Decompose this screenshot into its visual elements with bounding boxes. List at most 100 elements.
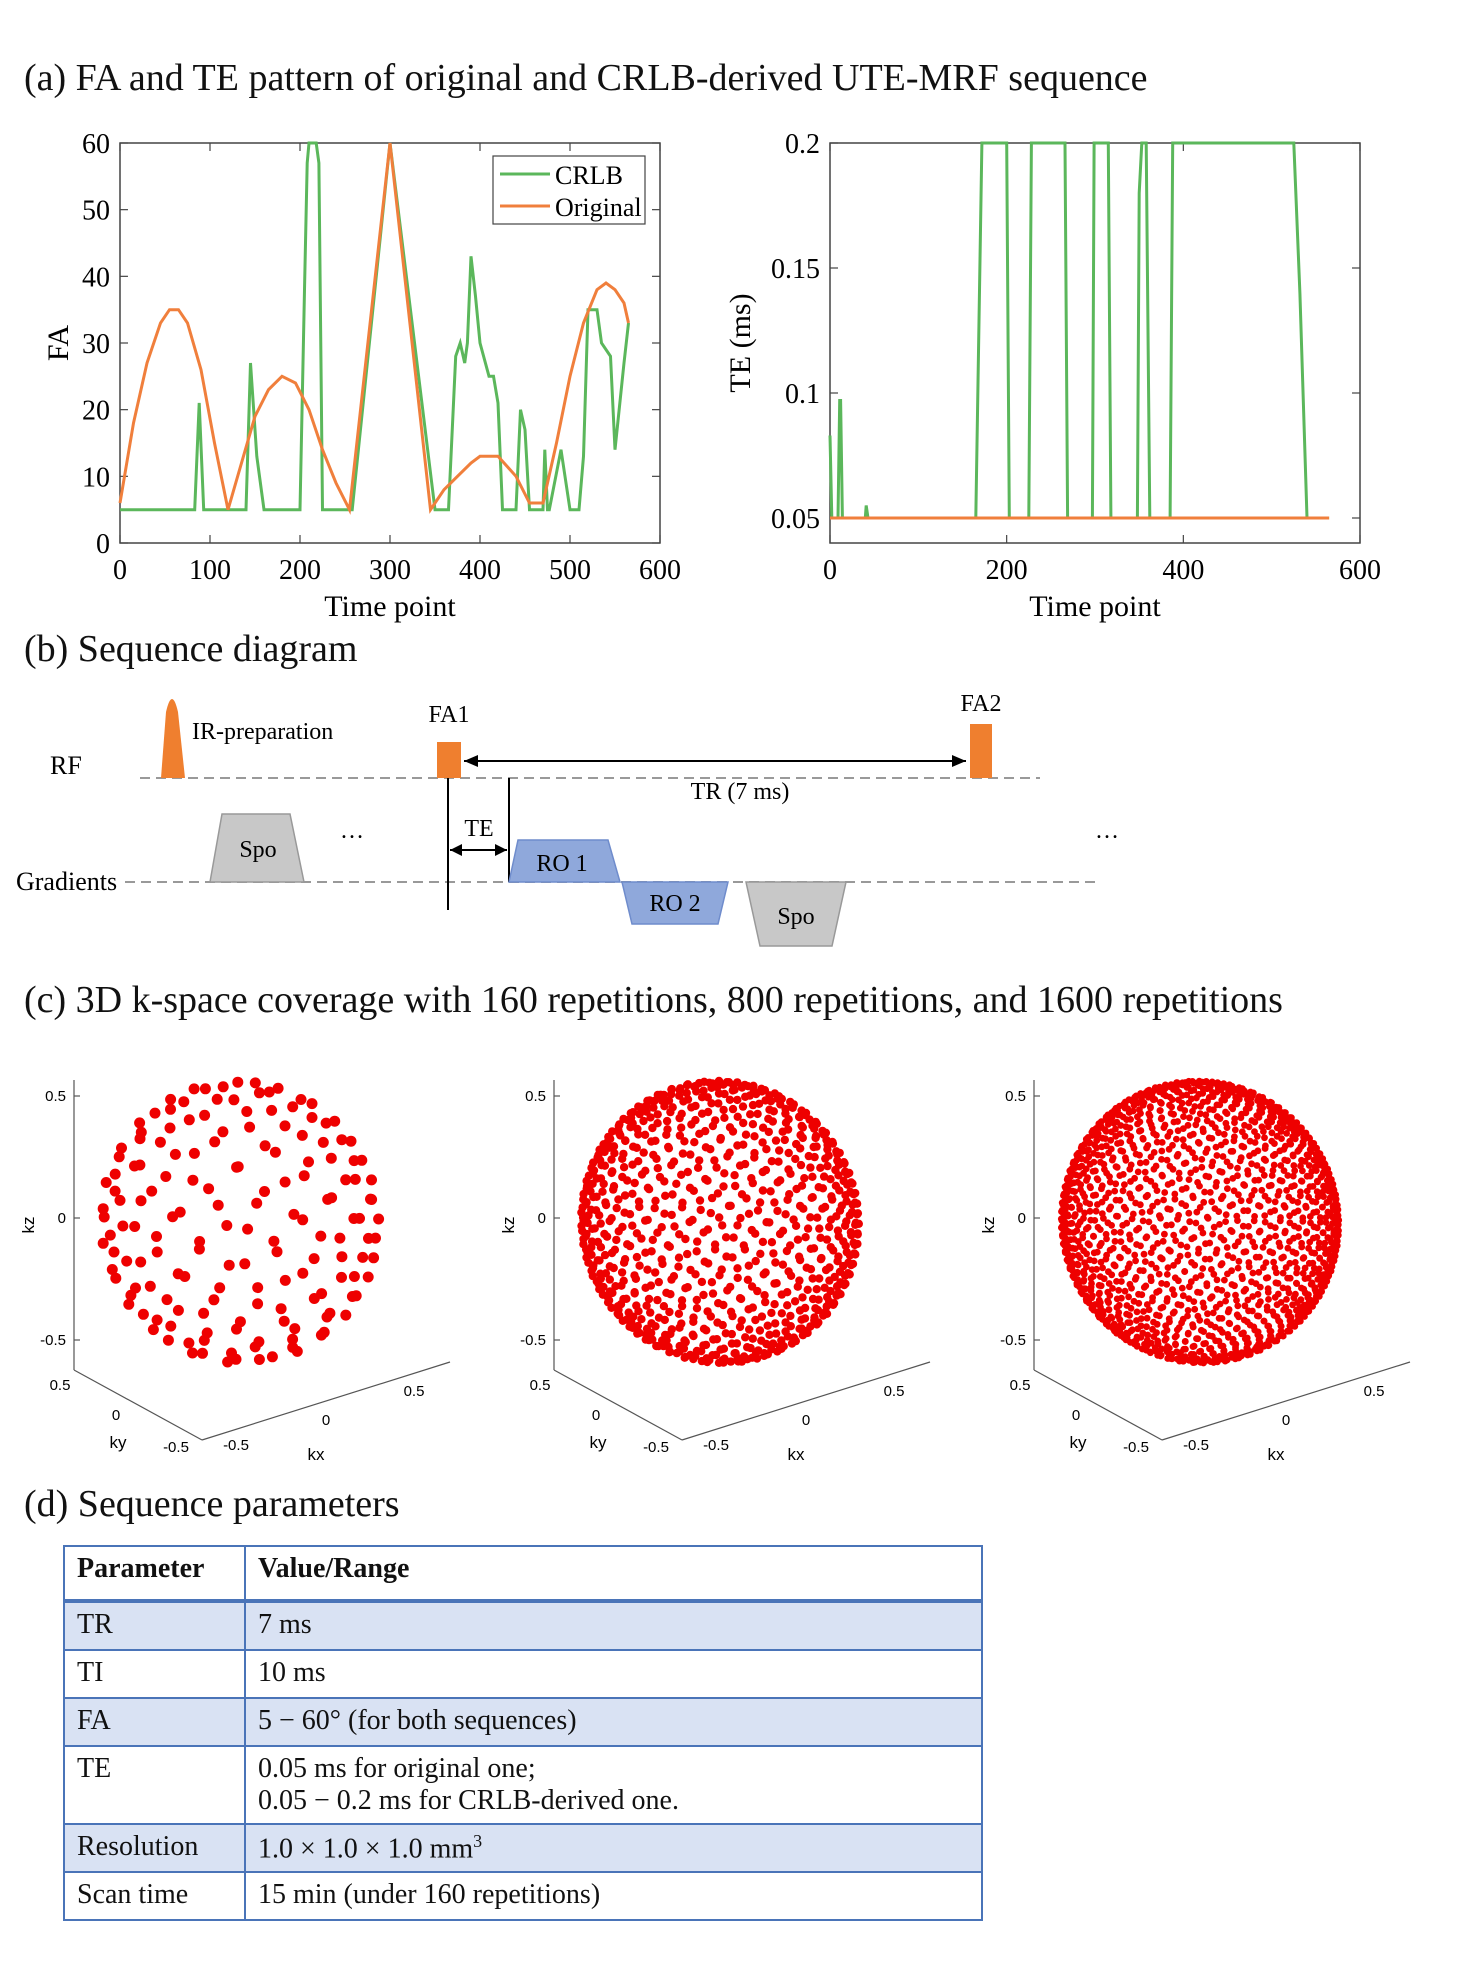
kspace-point bbox=[1200, 1328, 1207, 1335]
kspace-point bbox=[1090, 1150, 1097, 1157]
kspace-point bbox=[692, 1295, 701, 1305]
kspace-point bbox=[1254, 1147, 1262, 1155]
kspace-point bbox=[612, 1235, 621, 1245]
kspace-point bbox=[97, 1237, 109, 1249]
kspace-point bbox=[1308, 1249, 1316, 1256]
kspace-point bbox=[1109, 1244, 1117, 1252]
kspace-point bbox=[1281, 1227, 1289, 1235]
kspace-point bbox=[1202, 1111, 1210, 1119]
fa-chart: 0 100 200 300 400 500 600 0 10 20 30 40 50 60 Time po… bbox=[42, 129, 681, 623]
kspace-point bbox=[1234, 1172, 1241, 1180]
ellipsis-2: … bbox=[1095, 818, 1119, 844]
kspace-point bbox=[646, 1113, 655, 1122]
kspace-point bbox=[741, 1130, 751, 1139]
kspace-point bbox=[279, 1274, 291, 1286]
kspace-point bbox=[826, 1243, 835, 1252]
kspace-point bbox=[135, 1126, 147, 1138]
kspace-point bbox=[1077, 1154, 1084, 1162]
kspace-point bbox=[1289, 1152, 1297, 1160]
kspace-point bbox=[1306, 1213, 1314, 1220]
kspace-point bbox=[690, 1138, 699, 1147]
kspace-point bbox=[1178, 1319, 1185, 1327]
kspace-point bbox=[791, 1154, 800, 1164]
kspace-point bbox=[244, 1121, 256, 1133]
kspace-point bbox=[853, 1230, 862, 1239]
kspace-point bbox=[1261, 1134, 1268, 1142]
kspace-point bbox=[1273, 1269, 1280, 1277]
kspace-point bbox=[1240, 1248, 1248, 1256]
kspace-point bbox=[1126, 1312, 1133, 1319]
kspace-point bbox=[843, 1180, 852, 1189]
kspace-point bbox=[1311, 1163, 1319, 1171]
x-tick-label: 100 bbox=[189, 555, 231, 586]
kspace-point bbox=[795, 1324, 804, 1333]
kspace-point bbox=[1271, 1337, 1278, 1345]
kspace-point bbox=[767, 1308, 776, 1318]
kspace-point bbox=[1086, 1183, 1094, 1190]
kspace-point bbox=[137, 1308, 149, 1320]
kspace-point bbox=[169, 1148, 181, 1160]
kspace-point bbox=[1313, 1233, 1321, 1241]
kspace-point bbox=[222, 1356, 234, 1368]
kspace-point bbox=[1241, 1302, 1249, 1310]
kspace-point bbox=[1091, 1217, 1099, 1224]
kspace-point bbox=[1069, 1252, 1077, 1260]
kspace-point bbox=[1299, 1269, 1307, 1277]
kz-label: kz bbox=[979, 1217, 998, 1234]
kspace-point bbox=[847, 1260, 856, 1270]
kspace-point bbox=[1325, 1272, 1333, 1280]
kspace-point bbox=[647, 1328, 656, 1338]
kspace-point bbox=[679, 1344, 689, 1353]
kspace-point bbox=[739, 1118, 748, 1128]
kspace-point bbox=[1216, 1326, 1224, 1333]
kspace-point bbox=[662, 1288, 671, 1297]
kspace-point bbox=[798, 1293, 807, 1302]
kspace-point bbox=[252, 1298, 264, 1310]
kspace-point bbox=[796, 1160, 806, 1170]
kspace-point bbox=[1117, 1228, 1124, 1236]
kspace-point bbox=[266, 1351, 278, 1363]
kspace-point bbox=[1209, 1309, 1217, 1317]
kspace-point bbox=[1202, 1149, 1210, 1156]
kspace-point bbox=[1272, 1232, 1279, 1240]
kspace-point bbox=[1103, 1235, 1110, 1243]
x-tick-label: 0 bbox=[113, 555, 127, 586]
kspace-point bbox=[829, 1300, 838, 1309]
kspace-point bbox=[1274, 1104, 1282, 1111]
kspace-point bbox=[712, 1335, 722, 1344]
kspace-point bbox=[1217, 1233, 1225, 1241]
ky-axis bbox=[1033, 1369, 1163, 1441]
kspace-point bbox=[1323, 1199, 1331, 1206]
kspace-point bbox=[297, 1214, 309, 1226]
kspace-point bbox=[1291, 1167, 1299, 1175]
spoiler-gradient-2 bbox=[745, 881, 847, 947]
kspace-point bbox=[1256, 1227, 1264, 1235]
kspace-point bbox=[808, 1294, 818, 1304]
kspace-point bbox=[807, 1193, 816, 1202]
kspace-point bbox=[1143, 1323, 1150, 1331]
kspace-point bbox=[737, 1190, 747, 1199]
kspace-point bbox=[1129, 1107, 1137, 1115]
kspace-point bbox=[771, 1258, 780, 1267]
kspace-point bbox=[1222, 1211, 1230, 1219]
kspace-point bbox=[1157, 1304, 1165, 1312]
section-b-title: (b) Sequence diagram bbox=[24, 628, 358, 670]
kspace-point bbox=[1232, 1340, 1240, 1348]
kspace-point bbox=[1165, 1315, 1173, 1323]
kspace-point bbox=[770, 1198, 779, 1207]
kspace-point bbox=[764, 1127, 773, 1137]
kspace-point bbox=[767, 1157, 776, 1166]
kspace-point bbox=[711, 1116, 720, 1125]
kspace-point bbox=[188, 1083, 200, 1095]
kspace-point bbox=[1290, 1162, 1298, 1169]
kspace-point bbox=[1264, 1285, 1272, 1293]
kspace-point bbox=[815, 1224, 824, 1233]
kspace-point bbox=[697, 1347, 706, 1356]
kspace-point bbox=[1260, 1264, 1267, 1271]
kspace-point bbox=[165, 1320, 177, 1332]
kspace-point bbox=[1200, 1198, 1208, 1206]
kspace-point bbox=[619, 1163, 629, 1172]
kspace-point bbox=[653, 1164, 662, 1173]
kspace-point bbox=[1080, 1285, 1088, 1292]
kspace-point bbox=[598, 1290, 608, 1299]
